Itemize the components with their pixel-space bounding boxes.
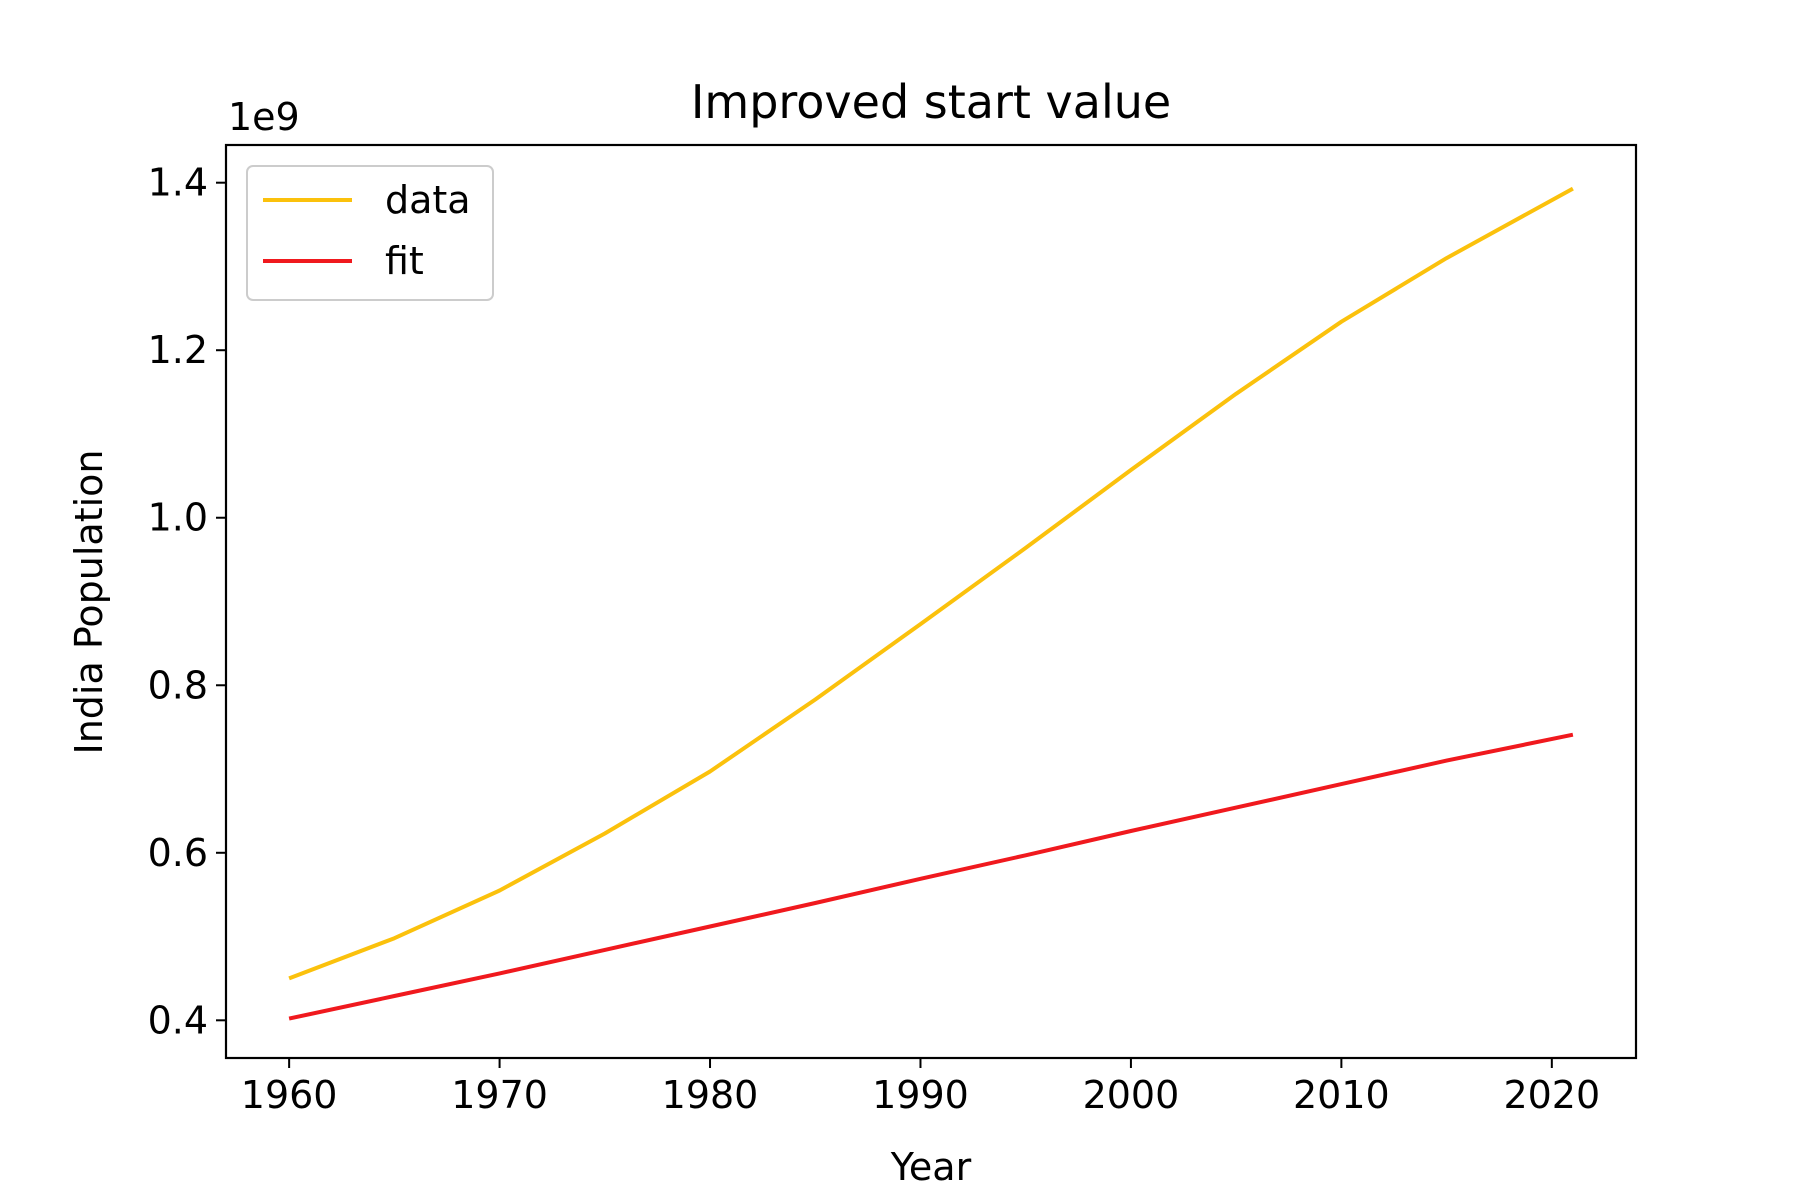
y-tick-label: 0.8 [148, 663, 208, 707]
x-tick-label: 2020 [1503, 1073, 1600, 1117]
y-tick-label: 0.4 [148, 998, 208, 1042]
y-tick-label: 1.0 [148, 496, 208, 540]
series-line-fit [288, 732, 1574, 1021]
x-tick-label: 1970 [451, 1073, 548, 1117]
x-tick-label: 1960 [241, 1073, 338, 1117]
series-layer [288, 186, 1574, 1021]
chart-title: Improved start value [691, 75, 1171, 129]
x-tick-label: 1980 [662, 1073, 759, 1117]
y-offset-label: 1e9 [228, 95, 300, 139]
legend-label-data: data [385, 178, 471, 222]
y-tick-label: 1.2 [148, 328, 208, 372]
x-tick-label: 1990 [872, 1073, 969, 1117]
y-tick-label: 0.6 [148, 831, 208, 875]
x-tick-label: 2010 [1293, 1073, 1390, 1117]
plot-frame [224, 143, 1638, 1060]
x-axis: 1960 1970 1980 1990 2000 2010 2020 [241, 1058, 1600, 1117]
y-axis-title: India Population [67, 450, 111, 755]
legend: data fit [246, 165, 494, 301]
x-axis-title: Year [890, 1145, 972, 1189]
x-tick-label: 2000 [1083, 1073, 1180, 1117]
y-axis: 0.4 0.6 0.8 1.0 1.2 1.4 [148, 161, 226, 1042]
legend-label-fit: fit [385, 239, 424, 283]
series-line-data [288, 186, 1574, 981]
y-tick-label: 1.4 [148, 161, 208, 205]
